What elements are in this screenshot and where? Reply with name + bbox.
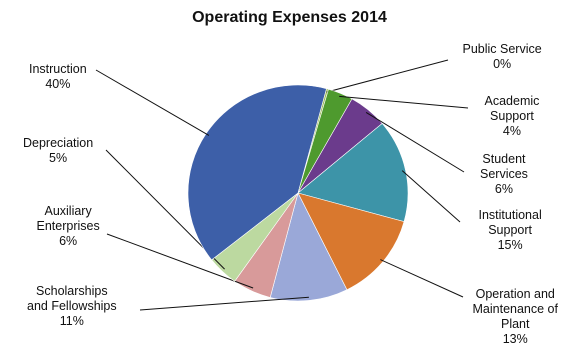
slice-label: Institutional Support 15% <box>479 208 542 253</box>
slice-label: Student Services 6% <box>480 152 528 197</box>
slice-label-text: Public Service <box>462 42 542 56</box>
leader-line <box>339 95 469 109</box>
chart-title: Operating Expenses 2014 <box>192 9 387 26</box>
leader-line <box>139 296 309 311</box>
slice-label: Operation and Maintenance of Plant 13% <box>473 287 558 347</box>
leader-line <box>326 59 449 93</box>
slice-label-text: Institutional <box>478 208 542 222</box>
slice-label-text: Instruction <box>29 62 87 76</box>
slice-label-text: Scholarships <box>36 284 108 298</box>
slice-label-text: Support <box>490 109 534 123</box>
slice-label-text: Auxiliary <box>44 204 92 218</box>
leader-line <box>401 170 461 223</box>
slice-label-text: Operation and <box>475 287 555 301</box>
slice-label-text: Student <box>482 152 526 166</box>
slice-label-text: Plant <box>500 317 530 331</box>
slice-label: Public Service 0% <box>463 42 542 72</box>
slice-percent-label: 40% <box>45 77 71 91</box>
pie-slice-institutional-support <box>297 123 409 222</box>
slice-percent-label: 5% <box>49 151 68 165</box>
slice-percent-label: 15% <box>497 238 523 252</box>
slice-label-text: and Fellowships <box>27 299 117 313</box>
slice-label: Auxiliary Enterprises 6% <box>37 204 100 249</box>
slice-percent-label: 6% <box>59 234 78 248</box>
slice-percent-label: 13% <box>502 332 528 346</box>
slice-label-text: Enterprises <box>36 219 100 233</box>
slice-label-text: Services <box>480 167 528 181</box>
slice-label: Scholarships and Fellowships 11% <box>27 284 117 329</box>
slice-label: Instruction 40% <box>29 62 87 92</box>
slice-percent-label: 4% <box>502 124 521 138</box>
pie-slice-scholarships-and-fellowships <box>269 192 348 302</box>
slice-label-text: Maintenance of <box>472 302 558 316</box>
slice-label: Academic Support 4% <box>485 94 540 139</box>
leader-line <box>95 69 210 136</box>
leader-line <box>380 259 464 298</box>
slice-percent-label: 6% <box>494 182 513 196</box>
slice-percent-label: 11% <box>59 314 84 328</box>
slice-percent-label: 0% <box>493 57 512 71</box>
slice-label-text: Depreciation <box>23 136 94 150</box>
leader-line <box>106 233 254 289</box>
slice-label-text: Support <box>488 223 532 237</box>
leader-line <box>365 111 465 173</box>
slice-label-text: Academic <box>484 94 540 108</box>
pie-slice-operation-and-maintenance-of-plant <box>297 192 405 291</box>
slice-label: Depreciation 5% <box>23 136 93 166</box>
